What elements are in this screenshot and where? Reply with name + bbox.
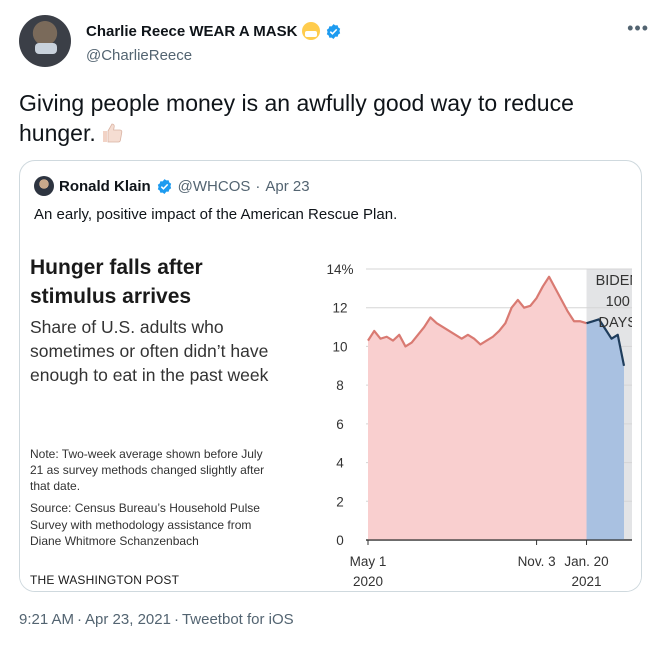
y-tick-label: 10 — [332, 339, 347, 354]
quoted-verified-badge-icon — [157, 178, 171, 194]
area-after — [586, 319, 624, 540]
quoted-date: Apr 23 — [265, 177, 310, 195]
graphic-title: Hunger falls after stimulus arrives — [30, 256, 203, 308]
verified-badge-icon — [327, 23, 341, 39]
tweet-date[interactable]: Apr 23, 2021 — [85, 611, 171, 628]
tweet-client[interactable]: Tweetbot for iOS — [181, 611, 294, 628]
quoted-separator: · — [255, 177, 261, 195]
line-after — [586, 318, 626, 367]
graphic-credit: THE WASHINGTON POST — [30, 573, 180, 587]
tweet-body: Giving people money is an awfully good w… — [19, 88, 644, 148]
tweet-header: Charlie Reece WEAR A MASK @CharlieReece … — [19, 14, 649, 74]
y-tick-label: 6 — [336, 417, 344, 432]
y-tick-label: 2 — [336, 494, 344, 509]
quoted-header: Ronald Klain @WHCOS · Apr 23 — [34, 176, 310, 196]
graphic-note: Note: Two-week average shown before July… — [30, 447, 265, 493]
tweet-time[interactable]: 9:21 AM — [19, 611, 75, 628]
quoted-tweet[interactable]: Ronald Klain @WHCOS · Apr 23 An early, p… — [19, 160, 642, 592]
author-handle[interactable]: @CharlieReece — [86, 47, 193, 64]
area-before — [368, 276, 587, 540]
y-tick-label: 0 — [336, 533, 344, 548]
biden-annotation: BIDEN — [596, 273, 632, 289]
hunger-chart: 14% 12 10 8 6 4 2 0 May 1 2020 Nov. 3 Jan. 20 2021 BI… — [326, 262, 632, 589]
author-avatar[interactable] — [19, 15, 71, 67]
quoted-handle: @WHCOS — [177, 177, 251, 195]
hunger-graphic: Hunger falls after stimulus arrives Shar… — [20, 239, 641, 591]
y-tick-label: 12 — [332, 301, 347, 316]
graphic-source: Source: Census Bureau’s Household Pulse … — [30, 501, 260, 548]
x-tick-sublabel: 2020 — [353, 574, 383, 589]
author-display-name[interactable]: Charlie Reece WEAR A MASK — [86, 22, 298, 40]
more-options-icon[interactable]: ••• — [627, 18, 649, 38]
x-tick-label: Nov. 3 — [518, 554, 556, 569]
tweet-text: Giving people money is an awfully good w… — [19, 90, 574, 146]
tweet-footer: 9:21 AM · Apr 23, 2021 · Tweetbot for iOS — [19, 611, 294, 628]
quoted-display-name: Ronald Klain — [59, 177, 151, 195]
quoted-text: An early, positive impact of the America… — [34, 206, 398, 223]
biden-annotation: DAYS — [599, 315, 632, 331]
x-tick-label: Jan. 20 — [564, 554, 608, 569]
x-tick-label: May 1 — [350, 554, 387, 569]
author-name-row[interactable]: Charlie Reece WEAR A MASK — [86, 22, 342, 40]
thumbs-up-icon — [102, 123, 122, 143]
x-tick-sublabel: 2021 — [572, 574, 602, 589]
y-tick-label: 4 — [336, 456, 344, 471]
biden-annotation: 100 — [606, 294, 630, 310]
graphic-subtitle: Share of U.S. adults who sometimes or of… — [30, 317, 269, 385]
y-tick-label: 14% — [326, 262, 353, 277]
mask-emoji-icon — [302, 22, 321, 40]
y-tick-label: 8 — [336, 378, 344, 393]
line-before — [367, 275, 587, 348]
quoted-avatar — [34, 176, 54, 196]
